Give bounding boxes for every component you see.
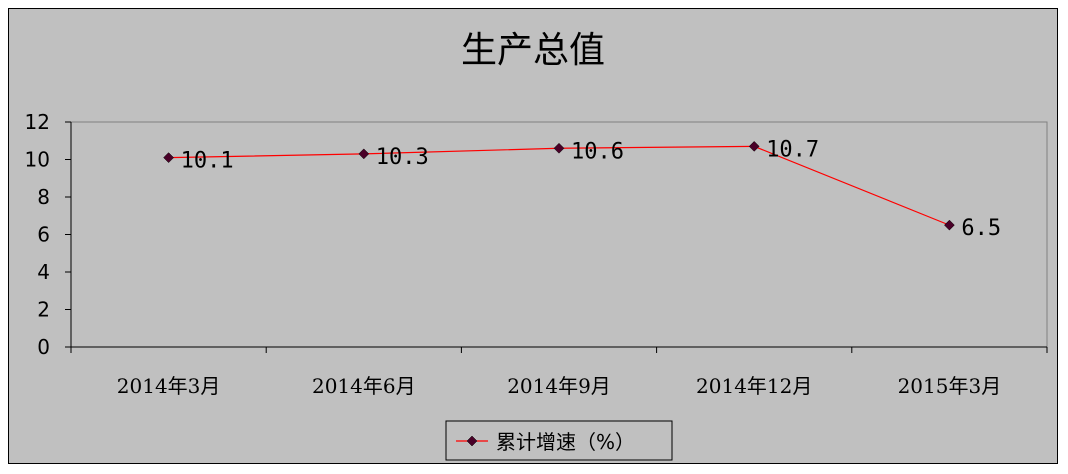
legend: 累计增速（%） <box>445 420 673 461</box>
data-label: 10.6 <box>571 139 624 164</box>
data-label: 10.7 <box>766 137 819 162</box>
data-point <box>944 219 955 231</box>
data-point <box>553 142 565 154</box>
y-tick-label: 6 <box>37 223 50 247</box>
chart-title: 生产总值 <box>461 30 605 71</box>
x-tick-label: 2014年3月 <box>117 374 221 398</box>
x-tick-label: 2015年3月 <box>898 374 1002 398</box>
y-tick-label: 8 <box>37 185 50 209</box>
series-layer: 10.1 10.3 10.6 10.7 6.5 <box>163 137 1001 241</box>
data-point <box>748 141 760 152</box>
x-tick-label: 2014年12月 <box>696 374 812 398</box>
y-tick-label: 0 <box>37 335 50 359</box>
x-tick-label: 2014年6月 <box>312 374 416 398</box>
x-tick-label: 2014年9月 <box>507 374 611 398</box>
data-point <box>358 148 370 160</box>
y-tick-label: 12 <box>25 110 50 134</box>
y-axis: 0 2 4 6 8 10 12 <box>25 110 72 359</box>
data-point <box>163 152 174 163</box>
data-label: 6.5 <box>961 216 1001 241</box>
legend-label: 累计增速（%） <box>496 430 635 454</box>
y-tick-label: 4 <box>37 260 50 284</box>
data-label: 10.3 <box>376 145 429 170</box>
y-tick-label: 10 <box>25 148 50 172</box>
legend-marker <box>466 435 478 447</box>
x-axis: 2014年3月 2014年6月 2014年9月 2014年12月 2015年3月 <box>70 346 1048 398</box>
y-tick-label: 2 <box>37 298 50 322</box>
plot-area <box>70 121 1048 348</box>
data-label: 10.1 <box>181 149 234 174</box>
